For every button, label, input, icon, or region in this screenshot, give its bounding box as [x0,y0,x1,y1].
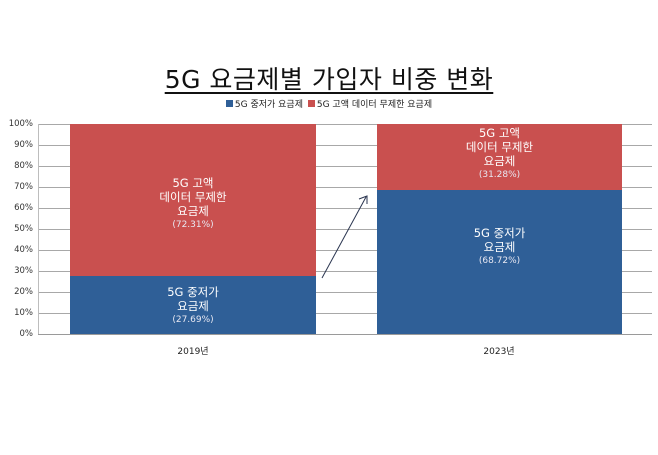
y-tick: 70% [14,182,33,192]
y-tick: 20% [14,287,33,297]
chart-title: 5G 요금제별 가입자 비중 변화 [0,60,658,96]
x-axis-line [38,334,652,335]
y-tick: 30% [14,266,33,276]
y-tick: 100% [8,119,33,129]
segment-unlimited-2019: 5G 고액 데이터 무제한 요금제 (72.31%) [70,124,316,276]
legend-swatch-red [307,100,315,107]
segment-label: 5G 중저가 요금제 [167,284,219,313]
x-label-2019: 2019년 [177,347,209,357]
segment-low-tier-2019: 5G 중저가 요금제 (27.69%) [70,276,316,334]
segment-percent: (68.72%) [478,256,521,266]
x-label-2023: 2023년 [483,347,515,357]
y-axis-line [38,124,39,334]
segment-low-tier-2023: 5G 중저가 요금제 (68.72%) [377,190,622,334]
chart-title-text: 5G 요금제별 가입자 비중 변화 [164,65,494,94]
y-tick: 50% [14,224,33,234]
gridline-20 [38,292,652,293]
gridline-70 [38,187,652,188]
legend-item-unlimited: 5G 고액 데이터 무제한 요금제 [307,97,433,110]
segment-percent: (31.28%) [478,170,521,180]
bar-2023: 5G 고액 데이터 무제한 요금제 (31.28%) 5G 중저가 요금제 (6… [377,124,622,334]
y-tick: 0% [19,329,34,339]
bar-2019: 5G 고액 데이터 무제한 요금제 (72.31%) 5G 중저가 요금제 (2… [70,124,316,334]
segment-label: 5G 고액 데이터 무제한 요금제 [159,175,227,218]
legend-label: 5G 고액 데이터 무제한 요금제 [316,100,433,110]
segment-percent: (72.31%) [172,219,214,230]
segment-percent: (27.69%) [172,314,214,325]
gridline-10 [38,313,652,314]
y-tick: 40% [14,245,33,255]
y-tick: 80% [14,161,33,171]
legend-item-low-tier: 5G 중저가 요금제 [225,97,303,110]
y-tick: 10% [14,308,33,318]
segment-unlimited-2023: 5G 고액 데이터 무제한 요금제 (31.28%) [377,124,622,190]
legend: 5G 중저가 요금제 5G 고액 데이터 무제한 요금제 [0,97,658,110]
gridline-80 [38,166,652,167]
gridline-100 [38,124,652,125]
gridline-90 [38,145,652,146]
segment-label: 5G 고액 데이터 무제한 요금제 [465,126,534,168]
y-tick: 90% [14,140,33,150]
legend-swatch-blue [225,100,233,107]
y-tick: 60% [14,203,33,213]
segment-label: 5G 중저가 요금제 [473,226,526,254]
legend-label: 5G 중저가 요금제 [234,100,303,110]
